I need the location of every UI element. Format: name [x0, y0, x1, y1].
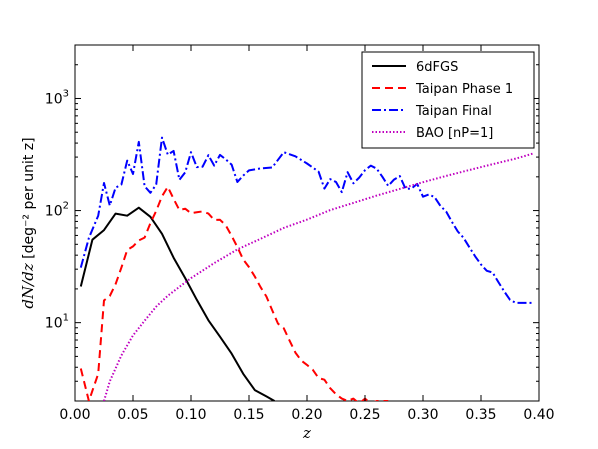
x-tick-label: 0.40: [523, 407, 554, 423]
y-tick-label: 102: [45, 201, 69, 220]
series-layer: [79, 136, 534, 401]
legend-label-1: 6dFGS: [416, 60, 458, 75]
x-tick-label: 0.25: [349, 407, 380, 423]
legend-label-3: Taipan Final: [415, 104, 492, 119]
y-tick-label: 103: [45, 88, 69, 107]
y-axis-label: dN/dz [deg⁻² per unit z]: [19, 137, 37, 308]
x-tick-label: 0.00: [59, 407, 90, 423]
x-axis-label: z: [302, 424, 311, 442]
legend: 6dFGS Taipan Phase 1 Taipan Final BAO [nP=1…: [361, 51, 535, 149]
series-line-3: [79, 136, 534, 304]
ticks-layer: 0.00 0.05 0.10 0.15 0.20 0.25 0.30 0.35 0.40 101 1…: [45, 44, 555, 423]
legend-label-4: BAO [nP=1]: [416, 126, 493, 141]
x-tick-label: 0.20: [291, 407, 322, 423]
x-tick-label: 0.05: [117, 407, 148, 423]
x-tick-label: 0.15: [233, 407, 264, 423]
x-tick-label: 0.10: [175, 407, 206, 423]
x-tick-label: 0.30: [407, 407, 438, 423]
y-tick-label: 101: [45, 313, 69, 332]
x-tick-label: 0.35: [465, 407, 496, 423]
series-line-1: [79, 206, 275, 401]
legend-label-2: Taipan Phase 1: [415, 82, 513, 97]
series-line-4: [103, 152, 534, 401]
